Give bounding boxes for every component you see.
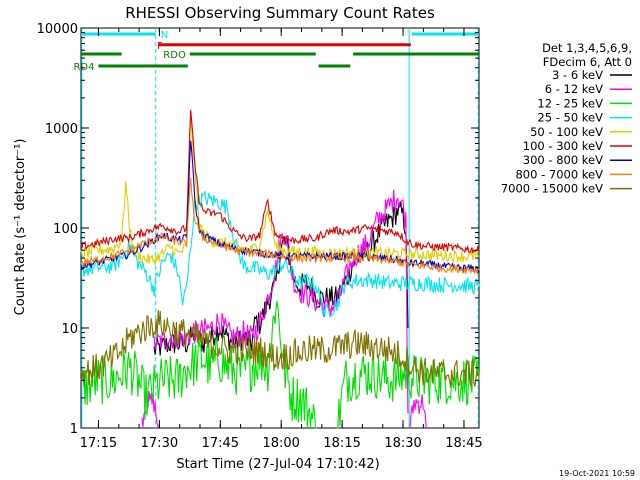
- legend: Det 1,3,4,5,6,9,FDecim 6, Att 03 - 6 keV…: [501, 41, 632, 196]
- series-line: [80, 140, 480, 275]
- y-tick-label: 1: [70, 422, 78, 437]
- x-tick-label: 17:15: [80, 436, 117, 451]
- axes: [80, 27, 480, 429]
- legend-label: 3 - 6 keV: [552, 68, 603, 82]
- series-line: [80, 190, 480, 318]
- series-lines: [80, 109, 480, 429]
- x-axis-label: Start Time (27-Jul-04 17:10:42): [176, 457, 379, 472]
- legend-header: Det 1,3,4,5,6,9,: [542, 41, 632, 55]
- y-tick-label: 10000: [37, 22, 78, 37]
- x-tick-label: 17:30: [141, 436, 178, 451]
- plot-frame: [80, 27, 480, 429]
- series-line: [80, 309, 480, 388]
- x-tick-label: 17:45: [202, 436, 239, 451]
- legend-label: 300 - 800 keV: [523, 153, 603, 167]
- y-tick-label: 100: [53, 222, 78, 237]
- x-tick-label: 18:30: [384, 436, 421, 451]
- flag-label: N: [161, 30, 168, 41]
- legend-label: 25 - 50 keV: [537, 111, 603, 125]
- legend-label: 12 - 25 keV: [537, 96, 603, 110]
- footer-timestamp: 19-Oct-2021 10:59: [559, 469, 635, 478]
- chart-title: RHESSI Observing Summary Count Rates: [125, 4, 435, 22]
- series-line: [80, 109, 480, 254]
- series-line: [409, 394, 427, 429]
- legend-label: 7000 - 15000 keV: [501, 182, 603, 196]
- x-tick-label: 18:00: [262, 436, 299, 451]
- legend-header: FDecim 6, Att 0: [543, 55, 632, 69]
- y-tick-label: 1000: [45, 122, 78, 137]
- flag-label: F: [157, 41, 163, 52]
- y-axis-label: Count Rate (s⁻¹ detector⁻¹): [13, 139, 28, 316]
- series-line: [153, 189, 409, 414]
- axis-ticks: 1 10 100 1000 10000 17:15 17:30 17:45 18:00 18:15…: [37, 22, 483, 451]
- x-tick-label: 18:15: [323, 436, 360, 451]
- legend-label: 100 - 300 keV: [523, 139, 603, 153]
- legend-label: 50 - 100 keV: [530, 125, 603, 139]
- legend-label: 6 - 12 keV: [545, 82, 603, 96]
- series-line: [80, 300, 317, 429]
- y-tick-label: 10: [61, 322, 78, 337]
- x-tick-label: 18:45: [445, 436, 482, 451]
- legend-label: 800 - 7000 keV: [515, 167, 603, 181]
- series-line: [80, 112, 480, 266]
- series-line: [80, 177, 480, 276]
- flag-label: RDO: [163, 50, 186, 61]
